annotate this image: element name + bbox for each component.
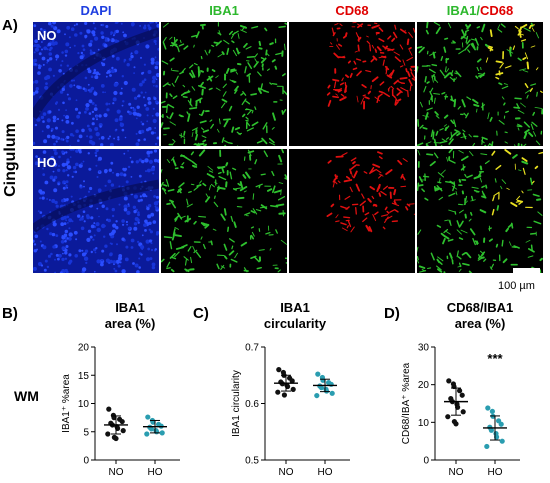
chart-c-x-tick-label: HO xyxy=(318,467,333,478)
chart-b-x-tick-label: NO xyxy=(109,467,124,478)
panel-b-title-line1: IBA1 xyxy=(115,300,145,315)
merge-label-separator: / xyxy=(476,3,480,18)
chart-d-point xyxy=(499,438,505,444)
panel-c-title-line1: IBA1 xyxy=(280,300,310,315)
chart-c-point xyxy=(276,367,282,373)
panel-d-letter: D) xyxy=(384,305,400,322)
micrograph-merge-ho xyxy=(417,149,543,273)
chart-d-point xyxy=(485,405,491,411)
chart-d-x-tick-label: NO xyxy=(449,467,464,478)
chart-c-point xyxy=(289,378,295,384)
scale-bar xyxy=(513,268,540,273)
chart-d-point xyxy=(484,443,490,450)
chart-d: 0 10 20 30 NO HO CD68/IBA⁺ %area *** xyxy=(401,343,520,478)
chart-d-point xyxy=(489,408,495,415)
panel-b-letter: B) xyxy=(2,305,18,322)
micrograph-iba1-no xyxy=(161,22,287,146)
panel-d-title: CD68/IBA1 area (%) xyxy=(420,300,540,332)
panel-c-title-line2: circularity xyxy=(263,316,327,331)
row-label-no: NO xyxy=(37,28,57,43)
side-label-cingulum: Cingulum xyxy=(2,123,19,197)
chart-b-y-tick-label: 5 xyxy=(83,427,89,438)
chart-b-point xyxy=(106,406,112,412)
chart-c-point xyxy=(315,371,321,377)
chart-d-y-tick-label: 0 xyxy=(423,456,429,467)
chart-b: 0 5 10 15 20 NO HO IBA1⁺ %area xyxy=(61,343,180,478)
chart-d-point xyxy=(460,409,466,415)
chart-d-y-tick-label: 20 xyxy=(418,380,430,391)
panel-d-title-line2: area (%) xyxy=(454,316,506,331)
chart-d-significance: *** xyxy=(487,351,503,366)
chart-b-point xyxy=(120,428,126,434)
chart-c-point xyxy=(314,392,320,399)
chart-b-x-tick-label: HO xyxy=(148,467,163,478)
chart-d-x-tick-label: HO xyxy=(488,467,503,478)
chart-c-point xyxy=(290,386,296,392)
chart-c-x-tick-label: NO xyxy=(279,467,294,478)
chart-c-y-tick-label: 0.6 xyxy=(245,399,259,410)
row-label-wm: WM xyxy=(14,388,39,404)
micrograph-merge-no xyxy=(417,22,543,146)
column-header-cd68: CD68 xyxy=(335,3,369,18)
chart-d-point xyxy=(488,427,494,433)
side-label-wrapper: Cingulum xyxy=(2,123,22,197)
chart-b-point xyxy=(148,426,154,432)
micrograph-dapi-no xyxy=(33,22,159,146)
column-header-dapi: DAPI xyxy=(80,3,112,18)
chart-c-y-tick-label: 0.5 xyxy=(245,456,259,467)
panel-d-title-line1: CD68/IBA1 xyxy=(446,300,514,315)
chart-b-point xyxy=(145,414,151,420)
merge-label-cd68: CD68 xyxy=(480,3,514,18)
chart-c-y-tick-label: 0.7 xyxy=(245,343,259,354)
column-header-merge: IBA1/CD68 xyxy=(417,3,543,18)
panel-c-title: IBA1 circularity xyxy=(240,300,350,332)
chart-b-point xyxy=(119,418,125,425)
chart-b-point xyxy=(105,431,111,437)
micrograph-dapi-ho xyxy=(33,149,159,273)
chart-c-point xyxy=(329,390,335,396)
chart-c-point xyxy=(275,389,281,395)
column-header-iba1: IBA1 xyxy=(209,3,239,18)
chart-c-y-axis-label: IBA1 circularity xyxy=(231,370,242,437)
chart-b-point xyxy=(113,435,119,442)
chart-d-y-tick-label: 30 xyxy=(418,343,430,354)
micrograph-cd68-ho xyxy=(289,149,415,273)
chart-d-point xyxy=(459,392,465,398)
chart-d-point xyxy=(453,421,459,427)
chart-c: 0.5 0.6 0.7 NO HO IBA1 circularity xyxy=(231,343,350,478)
chart-b-y-tick-label: 10 xyxy=(78,399,90,410)
chart-d-point xyxy=(498,421,504,427)
chart-d-point xyxy=(446,378,452,384)
micrograph-iba1-ho xyxy=(161,149,287,273)
chart-d-point xyxy=(457,388,463,394)
panel-b-title-line2: area (%) xyxy=(104,316,156,331)
panel-b-title: IBA1 area (%) xyxy=(75,300,185,332)
panel-c-letter: C) xyxy=(193,305,209,322)
chart-c-point xyxy=(318,385,324,391)
chart-b-point xyxy=(159,430,165,436)
chart-b-y-axis-label: IBA1⁺ %area xyxy=(61,374,72,433)
row-label-ho: HO xyxy=(37,155,57,170)
chart-b-y-tick-label: 20 xyxy=(78,343,90,354)
chart-b-y-tick-label: 0 xyxy=(83,456,89,467)
scale-bar-label: 100 µm xyxy=(498,280,535,292)
panel-a-letter: A) xyxy=(2,17,18,34)
chart-b-point xyxy=(144,431,150,437)
chart-d-y-tick-label: 10 xyxy=(418,418,430,429)
chart-d-y-axis-label: CD68/IBA⁺ %area xyxy=(401,362,412,444)
chart-d-point xyxy=(445,414,451,420)
chart-b-y-tick-label: 15 xyxy=(78,371,90,382)
micrograph-cd68-no xyxy=(289,22,415,146)
chart-c-point xyxy=(281,392,287,398)
merge-label-iba1: IBA1 xyxy=(446,3,477,18)
